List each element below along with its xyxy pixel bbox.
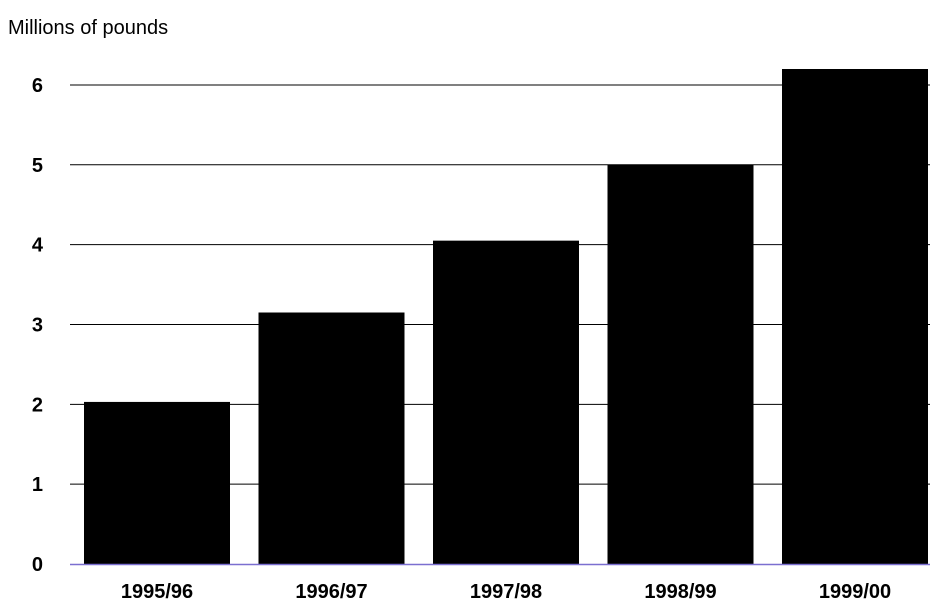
y-tick-labels: 0 1 2 3 4 5 6 bbox=[32, 75, 44, 576]
y-tick-label: 5 bbox=[32, 155, 43, 177]
y-tick-label: 6 bbox=[32, 75, 43, 97]
y-tick-label: 1 bbox=[32, 474, 43, 496]
bar-1998/99 bbox=[607, 164, 754, 564]
bar-1996/97 bbox=[258, 312, 405, 564]
x-tick-label: 1998/99 bbox=[644, 581, 716, 603]
y-tick-label: 3 bbox=[32, 314, 43, 336]
x-tick-label: 1999/00 bbox=[819, 581, 891, 603]
y-tick-label: 0 bbox=[32, 554, 43, 576]
bar-1997/98 bbox=[433, 240, 579, 564]
y-tick-label: 4 bbox=[32, 235, 44, 257]
x-tick-labels: 1995/96 1996/97 1997/98 1998/99 1999/00 bbox=[121, 581, 891, 603]
bar-1995/96 bbox=[84, 401, 230, 564]
x-tick-label: 1996/97 bbox=[295, 581, 367, 603]
x-tick-label: 1995/96 bbox=[121, 581, 193, 603]
x-tick-label: 1997/98 bbox=[470, 581, 542, 603]
bar-1999/00 bbox=[782, 69, 928, 564]
y-tick-label: 2 bbox=[32, 394, 43, 416]
bars bbox=[84, 69, 928, 564]
y-axis-title: Millions of pounds bbox=[8, 17, 168, 39]
